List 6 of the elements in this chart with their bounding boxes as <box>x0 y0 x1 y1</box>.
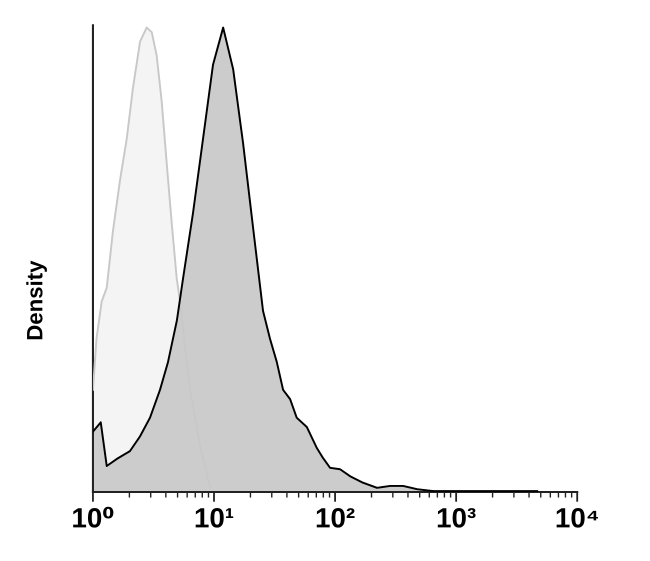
x-tick-label: 10³ <box>438 508 476 528</box>
x-tick-label: 10¹ <box>196 508 234 528</box>
x-tick-label: 10⁰ <box>73 506 114 528</box>
y-axis-title: Density <box>26 260 47 340</box>
x-tick-label: 10⁴ <box>556 508 598 528</box>
x-tick-label: 10² <box>316 508 355 528</box>
